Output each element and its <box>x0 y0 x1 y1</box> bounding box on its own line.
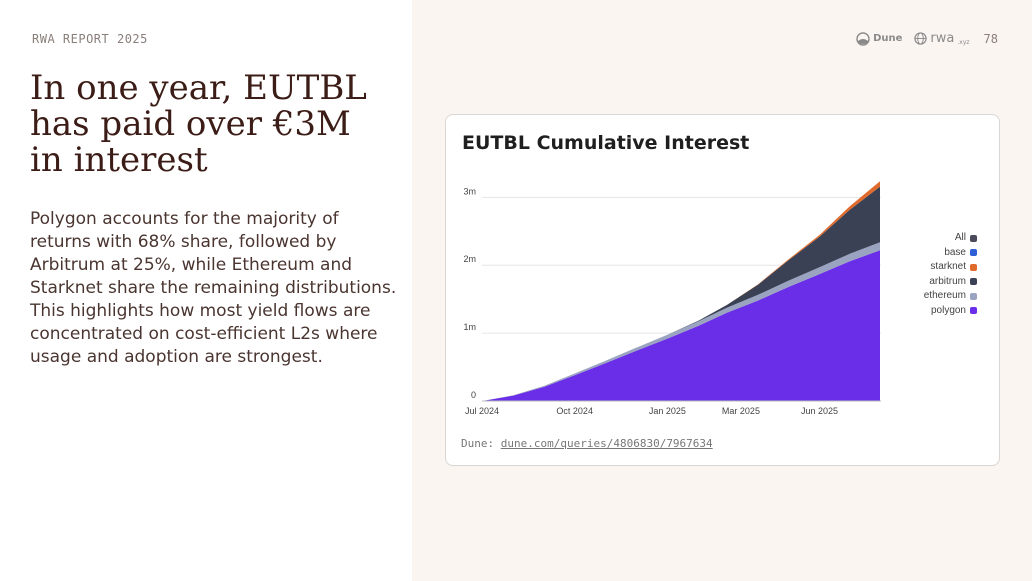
legend-swatch <box>970 278 977 286</box>
legend-swatch <box>970 234 977 242</box>
page-number: 78 <box>983 31 998 46</box>
legend-label: polygon <box>930 304 966 316</box>
dune-logo-text: Dune <box>873 33 903 44</box>
chart-plot: 0 1m 2m 3m Jul 2024 Oct 2024 Jan 2025 Mar 2025 J… <box>463 181 881 416</box>
x-tick-label: Mar 2025 <box>722 406 760 416</box>
chart-card: EUTBL Cumulative Interest 0 1m 2m 3m Jul 202… <box>445 114 1000 466</box>
source-line: Dune: dune.com/queries/4806830/7967634 <box>461 437 713 450</box>
legend-label: All <box>954 232 966 243</box>
header-logos: Dune rwa .xyz 78 <box>856 31 998 46</box>
y-tick-label: 3m <box>463 186 476 196</box>
headline: In one year, EUTBL has paid over €3M in … <box>30 70 400 178</box>
headline-line-1: In one year, EUTBL <box>30 68 367 108</box>
legend-label: base <box>944 246 966 258</box>
x-tick-label: Jan 2025 <box>649 406 686 416</box>
dune-logo-icon <box>856 31 870 46</box>
legend-swatch <box>970 263 977 271</box>
legend-label: ethereum <box>923 290 966 301</box>
legend-item-ethereum[interactable]: ethereum <box>924 289 977 304</box>
rwa-logo-icon <box>914 32 928 45</box>
x-tick-label: Oct 2024 <box>556 406 593 416</box>
headline-line-2: has paid over €3M <box>30 104 351 144</box>
legend-label: starknet <box>930 261 966 272</box>
y-tick-label: 2m <box>463 254 476 264</box>
source-link[interactable]: dune.com/queries/4806830/7967634 <box>500 437 713 450</box>
y-tick-label: 0 <box>471 390 476 400</box>
chart-title: EUTBL Cumulative Interest <box>462 132 750 154</box>
dune-logo: Dune <box>856 31 903 46</box>
legend-swatch <box>970 292 977 300</box>
legend-item-base[interactable]: base <box>924 246 977 261</box>
legend-label: arbitrum <box>929 275 966 287</box>
x-tick-label: Jul 2024 <box>465 406 499 416</box>
area-series-polygon <box>482 250 880 401</box>
legend-swatch <box>970 307 977 315</box>
legend-item-polygon[interactable]: polygon <box>924 304 977 319</box>
rwa-logo: rwa .xyz <box>914 31 970 46</box>
x-tick-label: Jun 2025 <box>801 406 838 416</box>
chart-legend: All base starknet arbitrum ethereum polygon <box>924 231 977 318</box>
rwa-logo-suffix: .xyz <box>957 39 970 46</box>
headline-line-3: in interest <box>30 140 208 180</box>
report-label: RWA REPORT 2025 <box>32 32 148 46</box>
legend-item-all[interactable]: All <box>924 231 977 246</box>
y-tick-label: 1m <box>463 322 476 332</box>
area-series-ethereum <box>482 242 880 401</box>
legend-item-arbitrum[interactable]: arbitrum <box>924 275 977 290</box>
rwa-logo-text: rwa <box>930 31 955 46</box>
left-panel: RWA REPORT 2025 In one year, EUTBL has p… <box>0 0 412 581</box>
source-prefix: Dune: <box>461 437 495 450</box>
legend-swatch <box>970 249 977 257</box>
body-text: Polygon accounts for the majority of ret… <box>30 209 397 367</box>
legend-item-starknet[interactable]: starknet <box>924 260 977 275</box>
